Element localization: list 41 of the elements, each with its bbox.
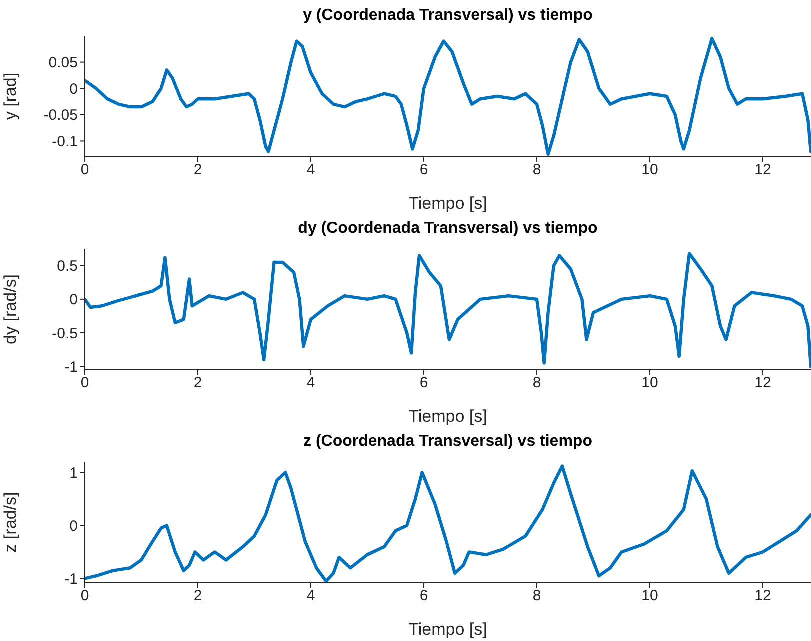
x-axis-title: Tiempo [s] [408, 194, 488, 213]
x-tick-label: 0 [80, 162, 90, 179]
x-tick-label: 12 [754, 162, 772, 179]
x-tick-label: 0 [80, 374, 90, 392]
x-tick-label: 0 [80, 588, 90, 605]
x-tick-label: 2 [194, 588, 202, 605]
x-tick-label: 6 [420, 588, 428, 605]
x-tick-label: 2 [194, 162, 202, 179]
chart-title: y (Coordenada Transversal) vs tiempo [302, 7, 594, 25]
x-tick-label: 8 [532, 162, 542, 179]
x-axis-title: Tiempo [s] [408, 620, 488, 639]
chart-title: z (Coordenada Transversal) vs tiempo [302, 433, 594, 451]
y-tick-label: 0.5 [57, 258, 78, 276]
y-axis-title: y [rad] [1, 72, 20, 120]
x-tick-label: 4 [306, 162, 316, 179]
y-tick-label: 0 [70, 292, 78, 309]
x-tick-label: 8 [532, 374, 542, 392]
x-tick-label: 4 [306, 588, 316, 605]
chart-title: dy (Coordenada Transversal) vs tiempo [297, 220, 599, 238]
x-tick-label: 6 [420, 162, 428, 179]
y-tick-label: -0.05 [44, 107, 78, 124]
x-tick-label: 8 [532, 588, 542, 605]
x-tick-label: 10 [642, 374, 658, 392]
y-tick-label: 0 [70, 518, 78, 536]
x-tick-label: 12 [754, 374, 772, 392]
x-tick-label: 12 [754, 588, 772, 605]
x-axis-title: Tiempo [s] [408, 407, 488, 426]
y-axis-title: dy [rad/s] [1, 274, 20, 344]
y-tick-label: -1 [64, 358, 78, 376]
y-tick-label: 0 [70, 80, 78, 98]
y-axis-title: z [rad/s] [1, 492, 20, 553]
y-tick-label: -0.5 [52, 325, 78, 342]
x-tick-label: 10 [642, 588, 658, 605]
x-tick-label: 10 [642, 162, 658, 179]
x-tick-label: 4 [306, 374, 316, 392]
y-tick-label: -0.1 [52, 134, 78, 151]
x-tick-label: 2 [194, 374, 202, 392]
x-tick-label: 6 [420, 374, 428, 392]
y-tick-label: 0.05 [48, 54, 78, 72]
y-tick-label: 1 [70, 464, 78, 482]
y-tick-label: -1 [64, 571, 78, 588]
